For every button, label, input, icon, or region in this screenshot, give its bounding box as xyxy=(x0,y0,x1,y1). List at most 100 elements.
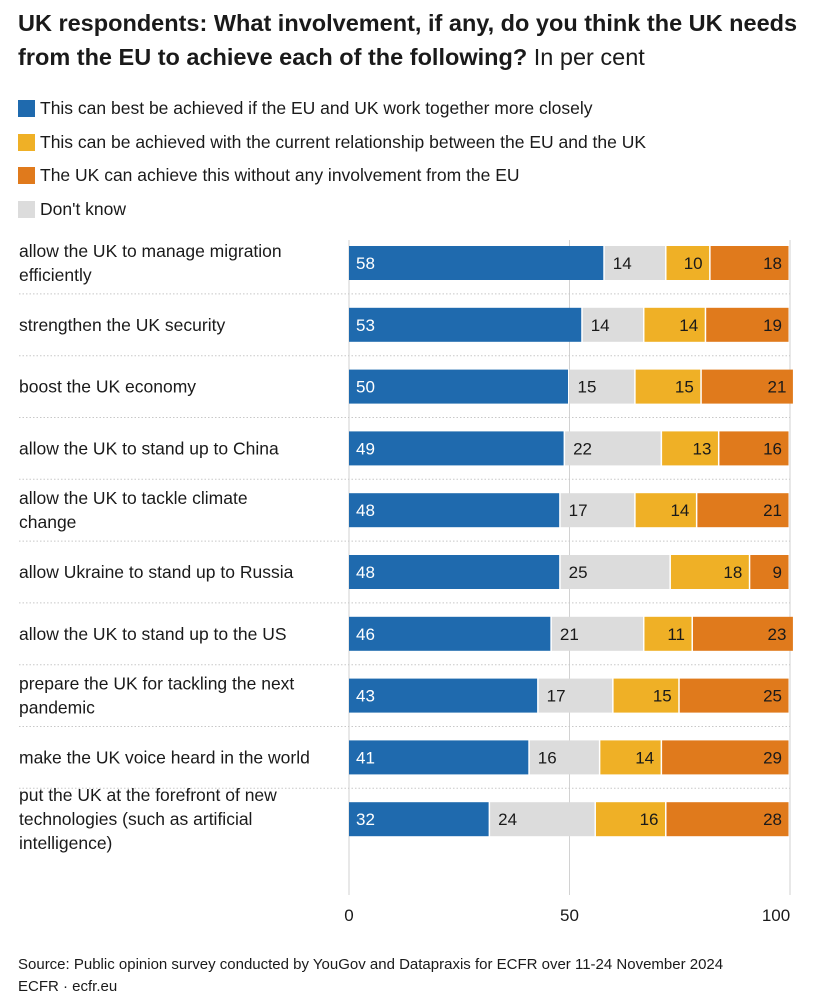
bar-together xyxy=(349,307,582,342)
data-label-without: 25 xyxy=(763,687,782,706)
bar-together xyxy=(349,678,538,713)
x-tick-label: 50 xyxy=(560,906,579,925)
stacked-bar-chart: allow the UK to manage migration efficien… xyxy=(19,240,793,925)
data-label-dont_know: 14 xyxy=(613,254,632,273)
bar-current xyxy=(635,369,701,404)
legend-swatch-without xyxy=(18,167,35,185)
category-label: allow the UK to stand up to China xyxy=(19,438,279,458)
data-label-dont_know: 17 xyxy=(569,501,588,520)
legend-label-together: This can best be achieved if the EU and … xyxy=(40,98,593,119)
data-label-together: 53 xyxy=(356,316,375,335)
data-label-current: 14 xyxy=(670,501,689,520)
category-label: allow the UK to tackle climate change xyxy=(19,488,248,532)
legend-item-without: The UK can achieve this without any invo… xyxy=(18,159,646,193)
category-label: strengthen the UK security xyxy=(19,315,225,335)
category-label: prepare the UK for tackling the next pand… xyxy=(19,674,294,718)
legend-item-together: This can best be achieved if the EU and … xyxy=(18,92,646,126)
data-label-dont_know: 22 xyxy=(573,439,592,458)
bar-dont_know xyxy=(538,678,613,713)
data-label-current: 10 xyxy=(684,254,703,273)
bar-dont_know xyxy=(560,493,635,528)
category-label: put the UK at the forefront of new techno… xyxy=(19,785,277,853)
bar-dont_know xyxy=(565,431,661,466)
data-label-dont_know: 21 xyxy=(560,625,579,644)
data-label-without: 9 xyxy=(773,563,782,582)
data-label-together: 50 xyxy=(356,378,375,397)
data-label-without: 28 xyxy=(763,810,782,829)
bar-current xyxy=(644,307,705,342)
bar-dont_know xyxy=(604,246,666,280)
legend-label-current: This can be achieved with the current re… xyxy=(40,131,647,152)
chart-title-main: UK respondents: What involvement, if any… xyxy=(18,10,798,70)
bar-current xyxy=(600,740,661,775)
bar-current xyxy=(666,246,710,280)
bar-without xyxy=(666,802,789,837)
bar-current xyxy=(644,616,692,651)
legend-swatch-current xyxy=(18,133,35,151)
data-label-dont_know: 16 xyxy=(538,748,557,767)
data-label-dont_know: 24 xyxy=(498,810,517,829)
bar-together xyxy=(349,802,489,837)
bar-together xyxy=(349,369,568,404)
data-label-without: 19 xyxy=(763,316,782,335)
data-label-current: 18 xyxy=(723,563,742,582)
legend-label-without: The UK can achieve this without any invo… xyxy=(40,165,520,186)
data-label-dont_know: 15 xyxy=(578,378,597,397)
data-label-together: 49 xyxy=(356,439,375,458)
data-label-together: 32 xyxy=(356,810,375,829)
legend-label-dont-know: Don't know xyxy=(40,198,127,219)
bar-without xyxy=(697,493,789,528)
chart-title-unit: In per cent xyxy=(533,44,645,70)
bar-together xyxy=(349,740,529,775)
bar-dont_know xyxy=(529,740,599,775)
bar-without xyxy=(701,369,793,404)
data-label-without: 16 xyxy=(763,439,782,458)
data-label-current: 13 xyxy=(693,439,712,458)
bar-without xyxy=(706,307,789,342)
bar-dont_know xyxy=(551,616,643,651)
data-label-together: 58 xyxy=(356,254,375,273)
legend-item-dont-know: Don't know xyxy=(18,193,646,227)
category-label: allow the UK to stand up to the US xyxy=(19,624,287,644)
bar-together xyxy=(349,493,560,528)
category-label: boost the UK economy xyxy=(19,377,196,397)
data-label-current: 15 xyxy=(675,378,694,397)
bar-without xyxy=(679,678,789,713)
data-label-current: 16 xyxy=(640,810,659,829)
legend-swatch-together xyxy=(18,100,35,118)
credit: ECFR · ecfr.eu xyxy=(18,978,118,995)
footer: Source: Public opinion survey conducted … xyxy=(18,954,723,998)
bar-current xyxy=(670,555,749,589)
x-tick-label: 0 xyxy=(344,906,353,925)
data-label-without: 21 xyxy=(763,501,782,520)
bar-dont_know xyxy=(569,369,635,404)
bar-dont_know xyxy=(490,802,595,837)
bar-dont_know xyxy=(560,555,670,589)
category-label: make the UK voice heard in the world xyxy=(19,747,310,767)
bar-without xyxy=(710,246,789,280)
data-label-current: 14 xyxy=(679,316,698,335)
data-label-dont_know: 25 xyxy=(569,563,588,582)
data-label-without: 18 xyxy=(763,254,782,273)
bar-dont_know xyxy=(582,307,643,342)
legend: This can best be achieved if the EU and … xyxy=(18,92,646,226)
legend-swatch-dont-know xyxy=(18,200,35,218)
bar-together xyxy=(349,555,560,589)
bar-without xyxy=(692,616,793,651)
data-label-together: 48 xyxy=(356,563,375,582)
bar-current xyxy=(662,431,718,466)
legend-item-current: This can be achieved with the current re… xyxy=(18,126,646,160)
data-label-current: 11 xyxy=(667,625,685,644)
category-label: allow the UK to manage migration efficien… xyxy=(19,241,282,285)
data-label-dont_know: 14 xyxy=(591,316,610,335)
data-label-without: 29 xyxy=(763,748,782,767)
data-label-current: 15 xyxy=(653,687,672,706)
data-label-without: 21 xyxy=(767,378,786,397)
bar-without xyxy=(719,431,789,466)
bar-without xyxy=(750,555,789,589)
bar-together xyxy=(349,246,604,280)
bar-current xyxy=(635,493,696,528)
chart-title: UK respondents: What involvement, if any… xyxy=(18,6,808,74)
bar-current xyxy=(613,678,679,713)
source-note: Source: Public opinion survey conducted … xyxy=(18,956,724,973)
